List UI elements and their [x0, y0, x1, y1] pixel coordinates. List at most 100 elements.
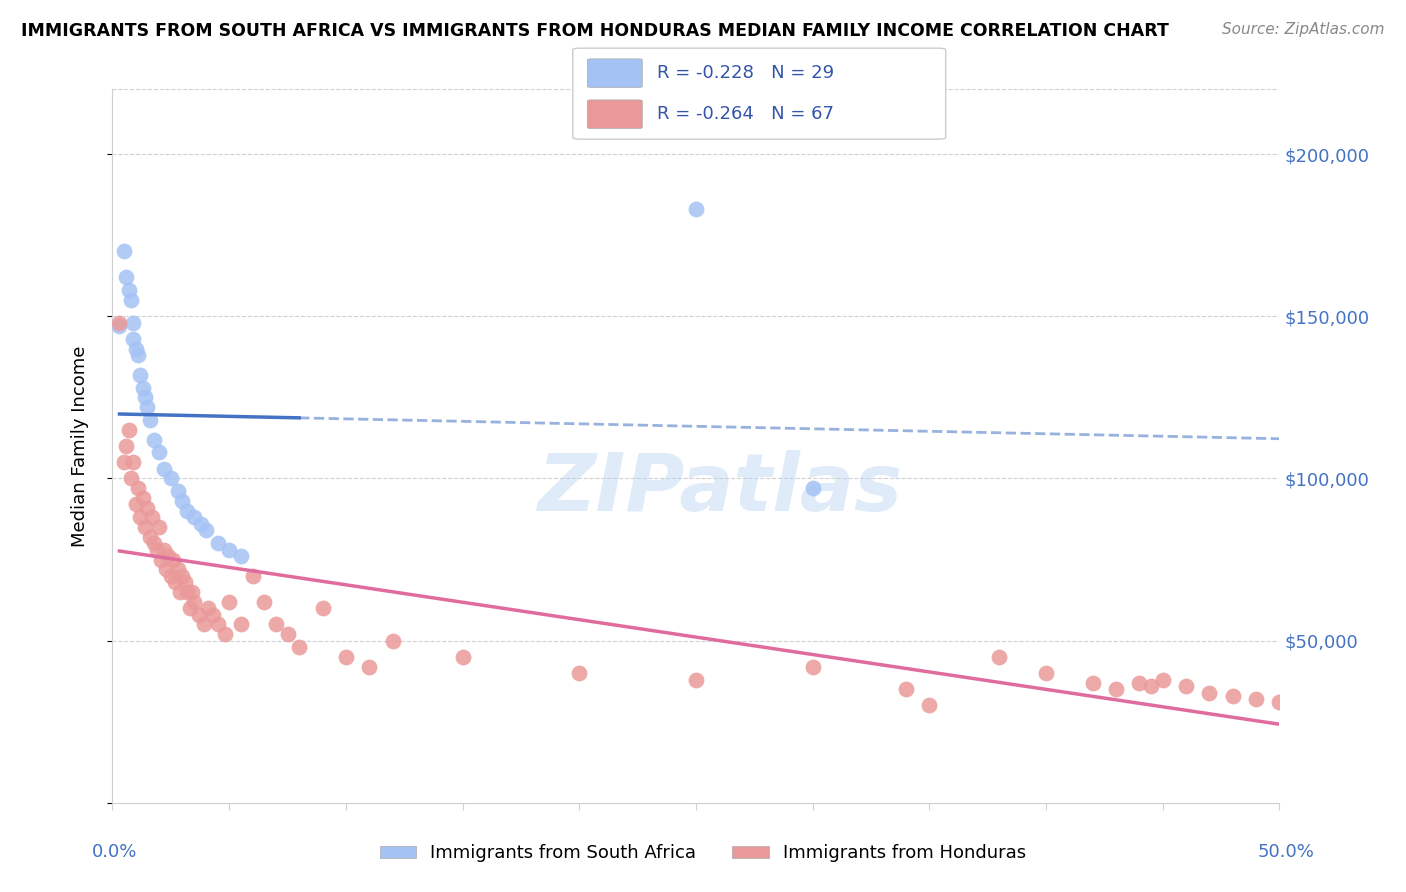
- Point: [122, 316, 145, 330]
- Point: [139, 530, 162, 544]
- Point: [568, 666, 591, 681]
- Point: [150, 552, 173, 566]
- Point: [359, 659, 381, 673]
- Point: [157, 549, 180, 564]
- Point: [451, 649, 474, 664]
- Point: [139, 413, 162, 427]
- Point: [207, 536, 229, 550]
- Point: [165, 575, 187, 590]
- FancyBboxPatch shape: [588, 100, 643, 128]
- Point: [132, 491, 155, 505]
- Point: [801, 659, 824, 673]
- Point: [136, 500, 159, 515]
- Text: 0.0%: 0.0%: [91, 843, 136, 861]
- Point: [685, 202, 707, 217]
- Point: [169, 585, 191, 599]
- Point: [1152, 673, 1174, 687]
- Text: IMMIGRANTS FROM SOUTH AFRICA VS IMMIGRANTS FROM HONDURAS MEDIAN FAMILY INCOME CO: IMMIGRANTS FROM SOUTH AFRICA VS IMMIGRAN…: [21, 22, 1168, 40]
- Point: [143, 536, 166, 550]
- Point: [115, 270, 138, 285]
- Point: [127, 348, 149, 362]
- Point: [146, 542, 169, 557]
- Point: [166, 562, 188, 576]
- Point: [311, 601, 333, 615]
- Point: [176, 585, 198, 599]
- Text: Source: ZipAtlas.com: Source: ZipAtlas.com: [1222, 22, 1385, 37]
- Point: [118, 283, 141, 297]
- Point: [122, 332, 145, 346]
- Point: [176, 504, 198, 518]
- Point: [143, 433, 166, 447]
- Point: [118, 423, 141, 437]
- Point: [229, 617, 252, 632]
- FancyBboxPatch shape: [572, 48, 946, 139]
- Text: 50.0%: 50.0%: [1258, 843, 1315, 861]
- Point: [1105, 682, 1128, 697]
- Point: [190, 516, 212, 531]
- Point: [132, 381, 155, 395]
- Point: [801, 481, 824, 495]
- Point: [335, 649, 357, 664]
- Point: [193, 617, 215, 632]
- Point: [201, 607, 224, 622]
- Point: [141, 510, 163, 524]
- Point: [242, 568, 264, 582]
- Point: [194, 524, 217, 538]
- Point: [183, 595, 205, 609]
- Point: [214, 627, 236, 641]
- Point: [125, 342, 148, 356]
- Point: [894, 682, 917, 697]
- Point: [1244, 692, 1267, 706]
- Point: [1140, 679, 1163, 693]
- Point: [129, 510, 152, 524]
- Point: [153, 461, 176, 475]
- Point: [207, 617, 229, 632]
- Point: [1081, 675, 1104, 690]
- Point: [172, 568, 194, 582]
- Point: [179, 601, 201, 615]
- Point: [120, 293, 142, 307]
- Text: R = -0.264   N = 67: R = -0.264 N = 67: [657, 105, 834, 123]
- Point: [685, 673, 707, 687]
- Point: [173, 575, 195, 590]
- Point: [166, 484, 188, 499]
- Point: [155, 562, 177, 576]
- Point: [160, 471, 183, 485]
- Point: [129, 368, 152, 382]
- Point: [218, 595, 240, 609]
- Point: [218, 542, 240, 557]
- Point: [264, 617, 287, 632]
- Point: [187, 607, 209, 622]
- Point: [381, 633, 404, 648]
- Point: [153, 542, 176, 557]
- Point: [197, 601, 219, 615]
- Point: [108, 316, 131, 330]
- Point: [115, 439, 138, 453]
- Point: [134, 390, 156, 404]
- Point: [276, 627, 298, 641]
- Point: [918, 698, 941, 713]
- Point: [172, 494, 194, 508]
- FancyBboxPatch shape: [588, 59, 643, 87]
- Point: [127, 481, 149, 495]
- Point: [112, 455, 135, 469]
- Point: [120, 471, 142, 485]
- Point: [1128, 675, 1150, 690]
- Point: [253, 595, 276, 609]
- Point: [134, 520, 156, 534]
- Y-axis label: Median Family Income: Median Family Income: [70, 345, 89, 547]
- Point: [122, 455, 145, 469]
- Point: [162, 552, 184, 566]
- Point: [148, 520, 170, 534]
- Point: [988, 649, 1011, 664]
- Point: [160, 568, 183, 582]
- Point: [288, 640, 311, 654]
- Point: [1175, 679, 1198, 693]
- Point: [112, 244, 135, 259]
- Point: [1222, 689, 1244, 703]
- Point: [1198, 685, 1220, 699]
- Text: R = -0.228   N = 29: R = -0.228 N = 29: [657, 64, 834, 82]
- Point: [148, 445, 170, 459]
- Point: [1035, 666, 1057, 681]
- Text: ZIPatlas: ZIPatlas: [537, 450, 901, 528]
